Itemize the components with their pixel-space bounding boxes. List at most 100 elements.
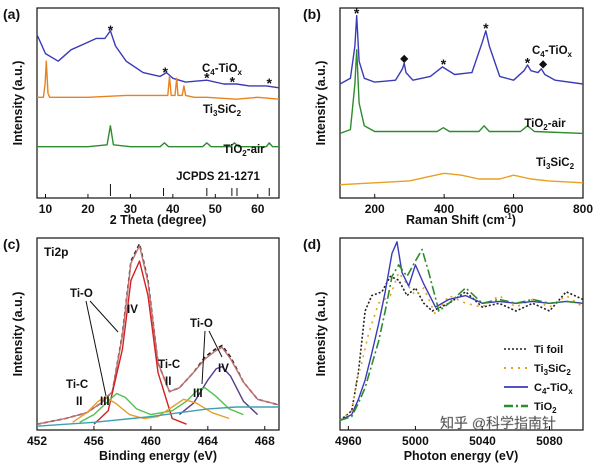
panel-b-xlabel: Raman Shift (cm-1)	[406, 212, 516, 227]
panel-b-peak-marker: *	[483, 20, 489, 36]
panel-b-tick-label-800: 800	[573, 202, 593, 216]
panel-d-legend: Ti foil Ti3SiC2 C4-TiOx TiO2	[504, 344, 573, 415]
panel-c-arrow-3	[201, 330, 206, 385]
panel-a-frame	[36, 7, 280, 199]
panel-c-arrow-2	[89, 300, 119, 333]
panel-b-peak-marker: ◆	[399, 53, 408, 64]
panel-d-tick-label-5080: 5080	[536, 434, 563, 448]
panel-c-series-background	[36, 406, 279, 427]
panel-c-tick-label-468: 468	[255, 434, 275, 448]
panel-c-annot-ii-right: II	[165, 376, 171, 388]
panel-c-series-measured	[36, 243, 280, 425]
panel-b-tick-label-600: 600	[504, 202, 524, 216]
panel-b-frame	[339, 7, 584, 199]
panel-a: (a) 10 20 30 40 50 60 2 Theta (degree) Intens…	[3, 6, 280, 227]
panel-a-legend-c4-tiox: C4-TiOx	[202, 63, 243, 77]
legend-label-tio2: TiO2	[534, 401, 557, 415]
panel-a-peak-marker: *	[204, 70, 210, 86]
panel-b-peak-markers: * ◆ * * * ◆	[354, 5, 547, 72]
panel-c-tick-label-464: 464	[198, 434, 218, 448]
panel-b-label: (b)	[303, 6, 321, 22]
legend-label-c4-tiox: C4-TiOx	[534, 382, 573, 396]
panel-c-xlabel: Binding energy (eV)	[99, 449, 217, 463]
panel-d-x-ticks: 4960 5000 5040 5080	[335, 426, 563, 448]
panel-a-reference-label: JCPDS 21-1271	[176, 171, 260, 183]
panel-d-tick-label-5040: 5040	[469, 434, 496, 448]
panel-b-legend-ti3sic2: Ti3SiC2	[536, 157, 575, 171]
panel-c-annot-ti-c-right: Ti-C	[158, 359, 180, 371]
panel-d-tick-label-5000: 5000	[402, 434, 429, 448]
panel-c-annot-ti-o-left: Ti-O	[70, 288, 93, 300]
panel-b-x-ticks: 200 400 600 800	[365, 194, 593, 216]
panel-a-legend-ti3sic2: Ti3SiC2	[203, 104, 242, 118]
panel-a-legend-tio2-air: TiO2-air	[223, 144, 265, 158]
legend-label-ti-foil: Ti foil	[534, 344, 563, 356]
panel-c-annot-ii-left: II	[76, 396, 82, 408]
legend-label-ti3sic2: Ti3SiC2	[534, 363, 571, 377]
panel-c-tick-label-456: 456	[84, 434, 104, 448]
panel-c-arrow-1	[85, 300, 107, 397]
panel-a-xlabel: 2 Theta (degree)	[110, 213, 207, 227]
watermark: 知乎 @科学指南针	[440, 415, 556, 431]
panel-a-peak-markers: * * * * *	[108, 22, 273, 91]
panel-a-tick-label-10: 10	[39, 202, 53, 216]
panel-a-tick-label-50: 50	[209, 202, 223, 216]
panel-b: (b) 200 400 600 800 Raman Shift (cm-1) Inte…	[303, 5, 593, 227]
panel-a-reference-lines	[109, 184, 270, 196]
panel-a-tick-label-40: 40	[166, 202, 180, 216]
panel-a-tick-label-60: 60	[251, 202, 265, 216]
panel-c-tick-label-460: 460	[141, 434, 161, 448]
panel-c-tick-label-452: 452	[27, 434, 47, 448]
panel-c-annot-ti-o-right: Ti-O	[190, 318, 213, 330]
panel-c-annot-iii-left: III	[100, 396, 110, 408]
panel-a-peak-marker: *	[108, 22, 114, 38]
panel-a-tick-label-30: 30	[124, 202, 138, 216]
panel-c-series-envelope	[36, 245, 280, 425]
panel-c-arrow-4	[208, 330, 223, 358]
panel-d-xlabel: Photon energy (eV)	[404, 449, 519, 463]
panel-c-frame	[36, 237, 280, 431]
panel-a-series-c4-tiox	[36, 30, 280, 89]
panel-c-series-ti-c-ii	[72, 396, 230, 423]
panel-b-series-tio2-air	[339, 49, 584, 135]
panel-c-annot-iii-right: III	[193, 388, 203, 400]
panel-a-peak-marker: *	[230, 73, 236, 89]
panel-d: (d) 4960 5000 5040 5080 Photon energy (eV) …	[303, 236, 584, 463]
panel-a-series	[36, 30, 280, 148]
panel-d-label: (d)	[303, 236, 321, 252]
panel-d-series-ti3sic2	[339, 271, 584, 422]
panel-a-peak-marker: *	[162, 64, 168, 80]
panel-d-series-tio2	[339, 248, 584, 422]
panel-a-ylabel: Intensity (a.u.)	[11, 61, 25, 146]
panel-c-x-ticks: 452 456 460 464 468	[27, 426, 275, 448]
panel-d-ylabel: Intensity (a.u.)	[314, 292, 328, 377]
panel-c-ylabel: Intensity (a.u.)	[11, 292, 25, 377]
panel-c-annot-ti-c-left: Ti-C	[66, 379, 88, 391]
panel-b-peak-marker: *	[441, 56, 447, 72]
panel-c: (c) Ti2p 452 456 460 464 468 Binding energy …	[3, 236, 280, 463]
panel-a-label: (a)	[3, 6, 20, 22]
panel-c-annot-iv-right: IV	[218, 363, 229, 375]
panel-b-peak-marker: ◆	[538, 59, 547, 70]
panel-b-series-c4-tiox	[339, 14, 584, 85]
panel-c-label: (c)	[3, 236, 20, 252]
panel-b-series	[339, 14, 584, 186]
panel-b-tick-label-400: 400	[434, 202, 454, 216]
panel-b-series-ti3sic2	[339, 172, 584, 186]
panel-d-tick-label-4960: 4960	[335, 434, 362, 448]
panel-d-series-ti-foil	[339, 275, 584, 422]
panel-b-peak-marker: *	[525, 54, 531, 70]
panel-a-x-ticks: 10 20 30 40 50 60	[39, 194, 265, 216]
panel-b-peak-marker: *	[354, 5, 360, 21]
panel-c-series-ti-o-iv-2p1-2	[178, 365, 259, 416]
panel-d-series	[339, 241, 584, 422]
panel-d-frame	[339, 237, 584, 431]
panel-c-series	[36, 243, 280, 427]
panel-c-annot-iv-left: IV	[127, 304, 138, 316]
panel-b-legend-c4-tiox: C4-TiOx	[532, 45, 573, 59]
panel-b-ylabel: Intensity (a.u.)	[314, 61, 328, 146]
panel-a-series-tio2-air	[37, 125, 279, 148]
panel-b-tick-label-200: 200	[365, 202, 385, 216]
panel-b-legend-tio2-air: TiO2-air	[524, 118, 566, 132]
